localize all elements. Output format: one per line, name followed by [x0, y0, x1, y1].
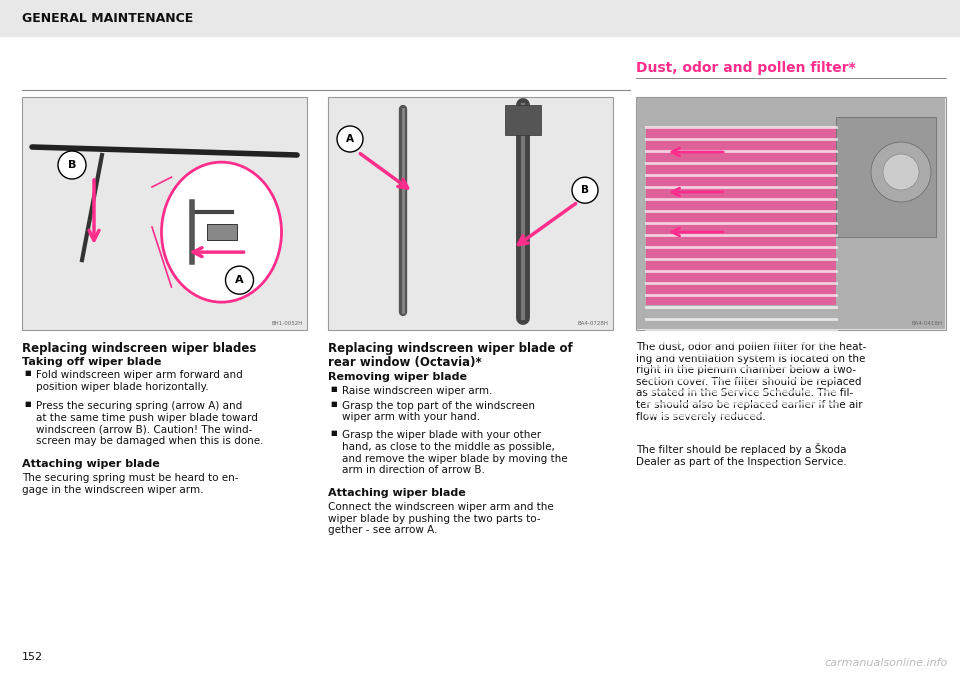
Bar [328, 97, 613, 330]
Text: Raise windscreen wiper arm.: Raise windscreen wiper arm. [342, 386, 492, 396]
Text: ■: ■ [330, 386, 337, 392]
Bar [505, 105, 541, 135]
Circle shape [58, 151, 86, 179]
Text: Press the securing spring (arrow A) and
at the same time push wiper blade toward: Press the securing spring (arrow A) and … [36, 401, 263, 446]
Text: The filter should be replaced by a Škoda
Dealer as part of the Inspection Servic: The filter should be replaced by a Škoda… [636, 444, 847, 467]
Bar [636, 97, 946, 330]
Text: A: A [346, 134, 354, 144]
Text: Grasp the wiper blade with your other
hand, as close to the middle as possible,
: Grasp the wiper blade with your other ha… [342, 431, 567, 475]
Text: B: B [68, 160, 76, 170]
Text: A: A [235, 275, 244, 285]
Bar [836, 117, 936, 237]
Bar [646, 127, 836, 305]
Text: Attaching wiper blade: Attaching wiper blade [328, 489, 466, 499]
Text: Connect the windscreen wiper arm and the
wiper blade by pushing the two parts to: Connect the windscreen wiper arm and the… [328, 502, 554, 535]
Text: ■: ■ [330, 431, 337, 436]
Bar [206, 224, 236, 240]
Text: BA4-0418H: BA4-0418H [911, 321, 942, 326]
Circle shape [883, 154, 919, 190]
Circle shape [337, 126, 363, 152]
Text: BA4-0728H: BA4-0728H [578, 321, 609, 326]
Text: The securing spring must be heard to en-
gage in the windscreen wiper arm.: The securing spring must be heard to en-… [22, 473, 238, 495]
Text: Removing wiper blade: Removing wiper blade [328, 372, 467, 382]
Text: ■: ■ [24, 401, 31, 407]
Text: 152: 152 [22, 652, 43, 662]
Circle shape [226, 266, 253, 294]
Text: B: B [581, 185, 589, 195]
Text: Dust, odor and pollen filter*: Dust, odor and pollen filter* [636, 61, 855, 75]
Text: rear window (Octavia)*: rear window (Octavia)* [328, 356, 482, 369]
Circle shape [871, 142, 931, 202]
Text: carmanualsonline.info: carmanualsonline.info [825, 658, 948, 668]
Bar [22, 97, 307, 330]
Text: Grasp the top part of the windscreen
wiper arm with your hand.: Grasp the top part of the windscreen wip… [342, 400, 535, 423]
Text: GENERAL MAINTENANCE: GENERAL MAINTENANCE [22, 11, 193, 24]
Ellipse shape [161, 162, 281, 302]
Text: ■: ■ [330, 400, 337, 406]
Text: Taking off wiper blade: Taking off wiper blade [22, 357, 161, 367]
Bar [0, 0, 960, 36]
Bar [637, 98, 945, 329]
Text: Attaching wiper blade: Attaching wiper blade [22, 460, 159, 470]
Text: ■: ■ [24, 370, 31, 376]
Text: BH1-0052H: BH1-0052H [272, 321, 303, 326]
Circle shape [572, 177, 598, 203]
Text: Replacing windscreen wiper blade of: Replacing windscreen wiper blade of [328, 342, 573, 355]
Text: The dust, odor and pollen filter for the heat-
ing and ventilation system is loc: The dust, odor and pollen filter for the… [636, 342, 866, 421]
Text: Fold windscreen wiper arm forward and
position wiper blade horizontally.: Fold windscreen wiper arm forward and po… [36, 370, 243, 392]
Text: Replacing windscreen wiper blades: Replacing windscreen wiper blades [22, 342, 256, 355]
